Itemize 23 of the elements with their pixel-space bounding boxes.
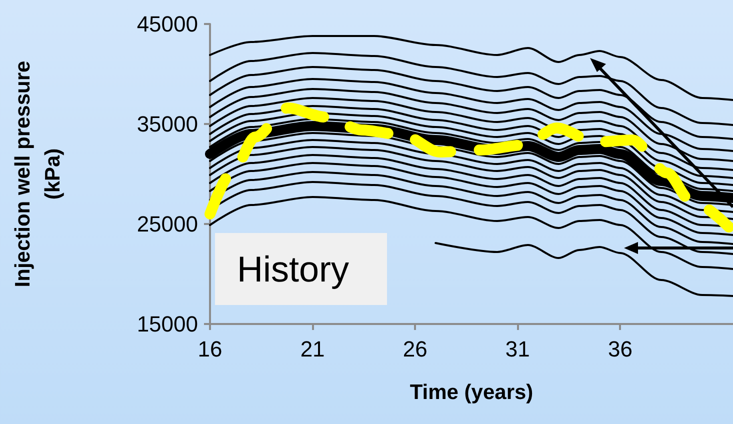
line-series	[209, 146, 733, 220]
line-series	[209, 105, 733, 179]
line-series	[209, 97, 733, 171]
x-tick-label: 16	[198, 336, 222, 362]
line-series	[209, 52, 733, 126]
x-axis-title: Time (years)	[410, 381, 534, 404]
y-tick-label: 25000	[136, 212, 198, 236]
x-tick-label: 36	[608, 336, 632, 362]
line-series	[209, 78, 733, 152]
line-series	[209, 139, 733, 213]
y-tick-label: 15000	[136, 312, 198, 336]
y-tick-label: 35000	[136, 112, 198, 136]
x-tick-label: 31	[505, 336, 530, 362]
annotation: History	[237, 248, 350, 290]
y-axis-title: Injection well pressure (kPa)	[12, 60, 64, 288]
line-series	[209, 162, 733, 236]
x-tick-label: 21	[300, 336, 325, 362]
y-tick-label: 45000	[136, 12, 198, 36]
x-tick-label: 26	[402, 336, 428, 362]
line-series	[209, 35, 733, 101]
line-series	[209, 66, 733, 140]
line-series	[434, 242, 733, 297]
line-series	[209, 88, 733, 162]
